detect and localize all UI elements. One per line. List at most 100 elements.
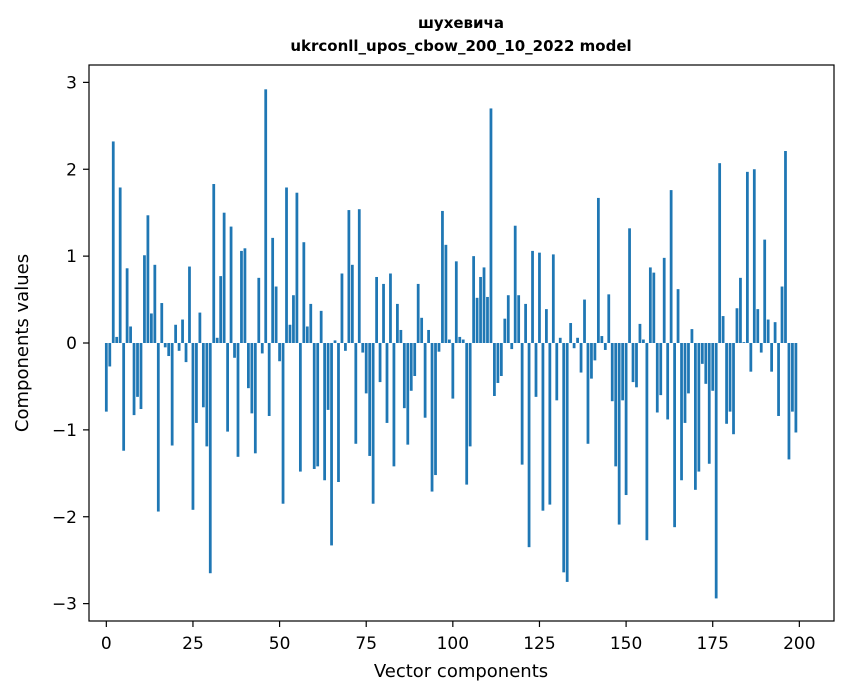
plot-frame — [88, 64, 835, 622]
bar-80 — [382, 283, 385, 343]
bar-171 — [697, 343, 701, 472]
bar-182 — [735, 308, 739, 343]
bar-93 — [427, 329, 430, 343]
bar-56 — [298, 343, 302, 472]
bar-149 — [621, 343, 625, 401]
bar-48 — [271, 237, 275, 343]
bar-9 — [136, 343, 139, 397]
bar-158 — [652, 272, 656, 343]
y-tick-label: −3 — [52, 595, 77, 615]
x-axis-ticks: 0 25 50 75 100 125 150 175 200 — [101, 621, 816, 654]
bar-146 — [610, 343, 614, 402]
bar-0 — [104, 343, 108, 412]
bar-155 — [642, 339, 645, 343]
bar-3 — [115, 336, 119, 343]
bar-38 — [236, 343, 240, 457]
bar-12 — [146, 215, 150, 343]
bar-121 — [524, 303, 527, 343]
bar-125 — [538, 252, 541, 343]
bar-172 — [700, 343, 704, 364]
bar-53 — [288, 324, 292, 343]
bar-150 — [624, 343, 628, 496]
bar-108 — [479, 276, 482, 343]
bar-95 — [434, 343, 437, 476]
bar-159 — [655, 343, 659, 413]
bar-54 — [292, 295, 295, 343]
bar-174 — [707, 343, 711, 464]
bar-96 — [437, 343, 441, 352]
y-axis-ticks: 3 2 1 0 −1 −2 −3 — [52, 73, 89, 615]
bars-group — [104, 89, 798, 599]
bar-20 — [174, 324, 178, 343]
bar-92 — [423, 343, 427, 418]
bar-168 — [687, 343, 690, 394]
bar-76 — [368, 343, 372, 456]
x-axis-label: Vector components — [374, 661, 548, 682]
bar-175 — [711, 343, 715, 391]
bar-83 — [392, 343, 396, 467]
bar-82 — [389, 273, 392, 343]
bar-136 — [576, 337, 579, 343]
bar-16 — [160, 303, 164, 343]
bar-21 — [177, 343, 181, 351]
bar-51 — [281, 343, 285, 504]
y-tick-label: −2 — [52, 508, 77, 528]
bar-122 — [527, 343, 531, 548]
bar-104 — [465, 343, 469, 485]
x-tick-label: 200 — [783, 634, 815, 654]
bar-44 — [257, 277, 261, 343]
bar-123 — [531, 250, 534, 343]
bar-73 — [357, 209, 361, 343]
bar-79 — [378, 343, 382, 383]
bar-75 — [364, 343, 368, 394]
bar-71 — [350, 264, 354, 343]
bar-192 — [770, 343, 774, 372]
x-tick-label: 75 — [355, 634, 377, 654]
bar-109 — [482, 267, 486, 343]
bar-97 — [441, 210, 444, 343]
bar-126 — [541, 343, 545, 511]
bar-199 — [794, 343, 798, 433]
bar-147 — [614, 343, 618, 467]
bar-106 — [472, 256, 476, 344]
bar-17 — [163, 343, 167, 348]
bar-101 — [454, 261, 458, 343]
bar-25 — [191, 343, 195, 510]
bar-13 — [149, 313, 153, 343]
bar-151 — [628, 228, 631, 343]
x-tick-label: 50 — [269, 634, 291, 654]
x-tick-label: 0 — [101, 634, 112, 654]
bar-49 — [274, 286, 278, 343]
bar-197 — [787, 343, 791, 460]
bar-173 — [704, 343, 708, 384]
bar-119 — [517, 295, 521, 343]
bar-166 — [680, 343, 683, 481]
bar-88 — [409, 343, 413, 391]
bar-165 — [676, 289, 680, 343]
bar-177 — [718, 163, 722, 343]
bar-43 — [253, 343, 257, 454]
bar-115 — [503, 318, 507, 343]
x-tick-label: 125 — [523, 634, 555, 654]
bar-135 — [572, 343, 576, 349]
x-tick-label: 100 — [437, 634, 469, 654]
bar-130 — [555, 343, 559, 401]
bar-94 — [430, 343, 434, 492]
bar-63 — [323, 343, 327, 481]
chart-title-line1: шухевича — [418, 14, 504, 32]
bar-196 — [784, 151, 787, 343]
bar-110 — [486, 296, 489, 343]
bar-134 — [569, 323, 573, 343]
bar-127 — [545, 309, 548, 343]
bar-70 — [347, 210, 351, 343]
bar-29 — [205, 343, 209, 447]
y-tick-label: −1 — [52, 421, 77, 441]
bar-41 — [247, 343, 250, 389]
bar-61 — [316, 343, 320, 467]
bar-19 — [170, 343, 174, 446]
bar-179 — [725, 343, 728, 424]
bar-65 — [330, 343, 333, 546]
bar-105 — [468, 343, 472, 447]
bar-84 — [396, 303, 399, 343]
bar-39 — [240, 250, 243, 343]
